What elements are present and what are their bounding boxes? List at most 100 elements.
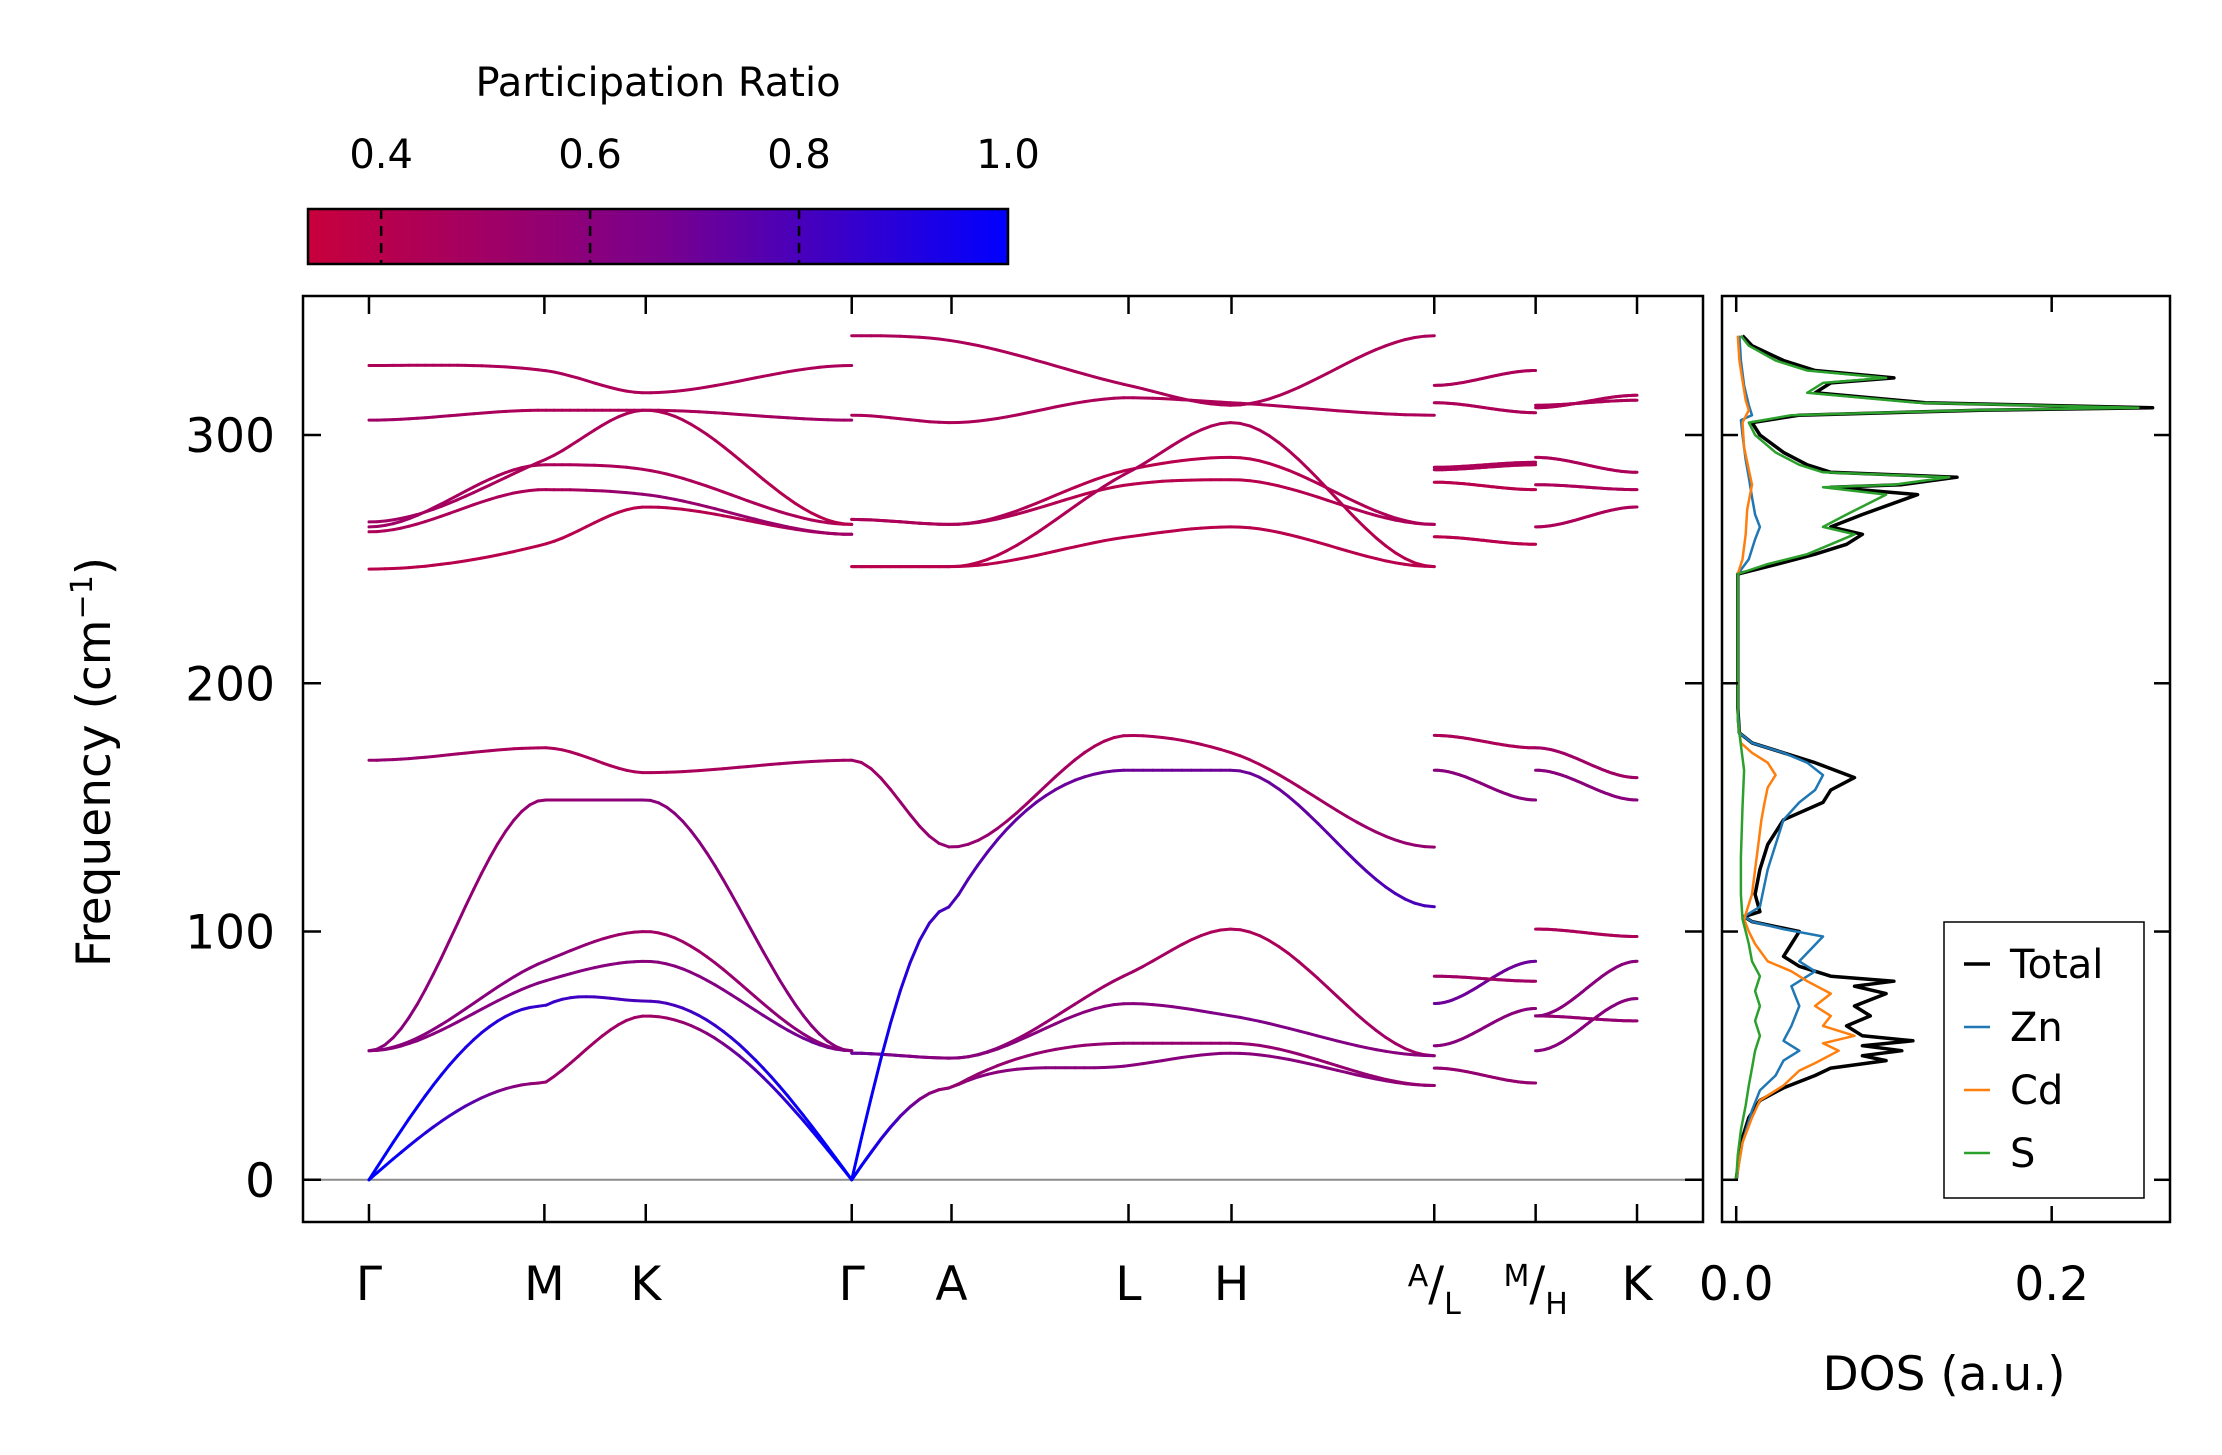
- phonon-band-segment: [1034, 504, 1048, 511]
- phonon-band-segment: [995, 1043, 1009, 1051]
- phonon-band-segment: [1025, 1066, 1038, 1070]
- phonon-band-segment: [1374, 1048, 1388, 1053]
- phonon-band-segment: [1044, 549, 1058, 555]
- phonon-band-segment: [1296, 1052, 1310, 1059]
- phonon-band-segment: [1034, 497, 1048, 505]
- phonon-band-segment: [1073, 482, 1087, 489]
- phonon-band-segment: [1287, 449, 1300, 461]
- phonon-band-segment: [898, 520, 912, 524]
- phonon-band-segment: [1190, 1007, 1203, 1013]
- phonon-band-segment: [689, 1010, 701, 1017]
- phonon-band-segment: [737, 998, 749, 1007]
- phonon-band-segment: [729, 1047, 741, 1058]
- phonon-band-segment: [1403, 897, 1417, 905]
- phonon-band-segment: [1248, 479, 1261, 484]
- phonon-band-segment: [592, 1034, 604, 1044]
- phonon-band-segment: [1219, 400, 1232, 405]
- phonon-band-segment: [1277, 773, 1291, 782]
- phonon-band-segment: [1122, 534, 1135, 539]
- phonon-band-segment: [447, 493, 459, 502]
- phonon-band-segment: [1054, 766, 1067, 779]
- phonon-band-segment: [1199, 456, 1213, 461]
- phonon-band-segment: [753, 471, 765, 481]
- phonon-band-segment: [1393, 892, 1407, 901]
- phonon-band-segment: [1190, 526, 1203, 531]
- phonon-band-segment: [810, 1124, 822, 1138]
- phonon-band-segment: [447, 1054, 459, 1067]
- phonon-band-segment: [1238, 478, 1252, 483]
- phonon-band-segment: [1063, 401, 1077, 407]
- phonon-band-segment: [995, 348, 1009, 354]
- phonon-band-segment: [1093, 770, 1106, 776]
- phonon-band-segment: [1296, 406, 1310, 410]
- phonon-band-segment: [947, 893, 960, 909]
- phonon-band-segment: [1248, 424, 1261, 432]
- phonon-band-segment: [1083, 372, 1096, 379]
- phonon-band-segment: [737, 1054, 749, 1064]
- phonon-band-segment: [520, 803, 532, 813]
- phonon-band-segment: [464, 1100, 476, 1108]
- phonon-band-segment: [889, 416, 902, 421]
- phonon-band-segment: [769, 1084, 781, 1096]
- phonon-band-segment: [753, 995, 765, 1006]
- phonon-band-segment: [1296, 784, 1310, 794]
- phonon-band-segment: [1151, 450, 1164, 460]
- phonon-band-segment: [1015, 1035, 1028, 1043]
- q-point-label: A/L: [1408, 1257, 1461, 1322]
- phonon-band-segment: [1180, 527, 1193, 532]
- phonon-band-segment: [447, 1020, 459, 1028]
- phonon-band-segment: [697, 974, 709, 982]
- phonon-band-segment: [777, 1023, 789, 1032]
- phonon-band-segment: [721, 1029, 733, 1039]
- phonon-band-segment: [1374, 344, 1388, 352]
- phonon-band-segment: [1151, 954, 1164, 963]
- phonon-band-segment: [1054, 498, 1067, 505]
- phonon-band-segment: [1316, 1058, 1329, 1065]
- legend-label-zn: Zn: [2010, 1005, 2063, 1051]
- phonon-band-segment: [1015, 556, 1028, 561]
- phonon-band-segment: [439, 1063, 451, 1077]
- phonon-band-segment: [1054, 1017, 1067, 1026]
- phonon-band-segment: [918, 521, 931, 526]
- phonon-band-segment: [1345, 505, 1359, 512]
- phonon-band-segment: [1034, 407, 1048, 413]
- phonon-band-segment: [1005, 557, 1019, 563]
- phonon-band-segment: [802, 1119, 813, 1132]
- phonon-band-segment: [1403, 557, 1417, 565]
- phonon-band-segment: [1093, 475, 1106, 482]
- phonon-band-segment: [1258, 762, 1271, 771]
- phonon-band-segment: [1306, 492, 1320, 499]
- y-axis-title-close: ): [67, 557, 122, 575]
- q-point-label: Γ: [839, 1257, 865, 1312]
- phonon-band-segment: [1015, 353, 1028, 360]
- phonon-band-segment: [1355, 1012, 1368, 1024]
- phonon-band-segment: [1335, 1064, 1349, 1071]
- phonon-band-segment: [713, 1036, 725, 1046]
- phonon-band-segment: [1015, 1067, 1028, 1071]
- phonon-band-segment: [1355, 352, 1368, 360]
- phonon-band-segment: [966, 561, 980, 567]
- phonon-band-segment: [1393, 551, 1407, 560]
- phonon-band-segment: [1093, 1004, 1106, 1011]
- phonon-band-segment: [1306, 790, 1320, 800]
- phonon-band-segment: [1296, 535, 1310, 542]
- phonon-band-segment: [785, 1021, 797, 1031]
- phonon-band-segment: [1238, 421, 1252, 428]
- phonon-band-segment: [1044, 1047, 1058, 1053]
- phonon-band-segment: [721, 1042, 733, 1051]
- phonon-band-segment: [1141, 1002, 1155, 1007]
- phonon-band-segment: [1345, 851, 1359, 864]
- phonon-band-segment: [1122, 482, 1135, 487]
- phonon-band-segment: [976, 344, 990, 350]
- phonon-band-segment: [745, 1061, 757, 1072]
- phonon-band-segment: [1287, 486, 1300, 493]
- phonon-band-segment: [976, 850, 990, 867]
- phonon-band-segment: [1258, 934, 1271, 943]
- phonon-band-segment: [1238, 1051, 1252, 1056]
- phonon-band-segment: [456, 1104, 467, 1113]
- phonon-band-segment: [1287, 386, 1300, 394]
- phonon-band-segment: [1102, 485, 1116, 491]
- phonon-band-segment: [713, 864, 725, 881]
- phonon-band-segment: [769, 484, 781, 494]
- phonon-band-segment: [908, 418, 922, 423]
